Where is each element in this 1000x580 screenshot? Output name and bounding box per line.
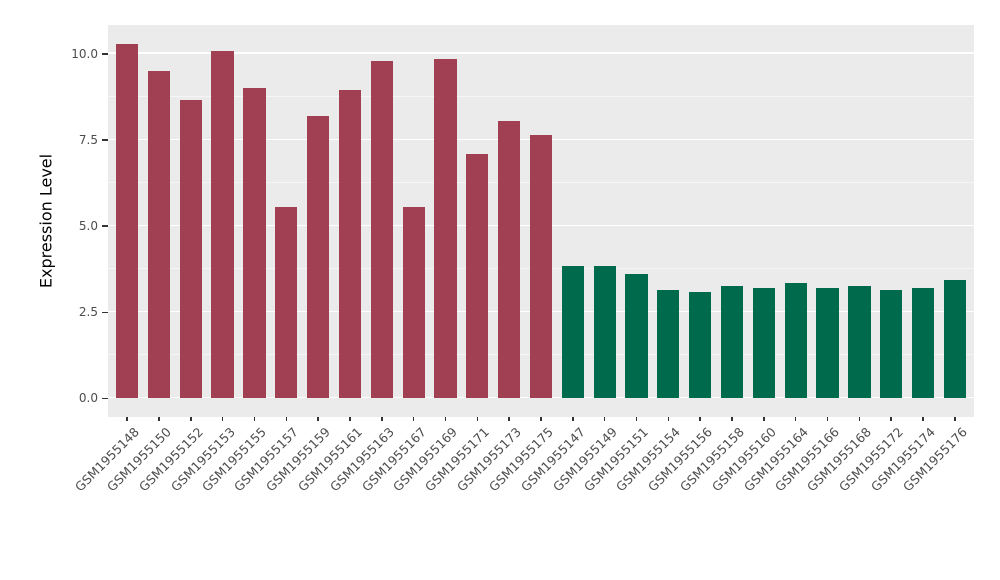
bar — [720, 286, 744, 399]
bar — [115, 43, 139, 399]
bar — [752, 288, 775, 399]
x-tick-mark — [253, 417, 256, 421]
y-tick-mark — [102, 397, 108, 400]
bar — [402, 207, 425, 399]
x-tick-mark — [412, 417, 415, 421]
gridline-major — [108, 52, 974, 54]
bar — [498, 121, 521, 399]
bar — [880, 289, 903, 399]
x-tick-mark — [285, 417, 288, 421]
x-tick-mark — [126, 417, 128, 421]
bar — [147, 71, 171, 399]
x-tick-mark — [381, 417, 383, 421]
bar — [625, 274, 648, 399]
bar — [306, 115, 330, 399]
x-tick-mark — [826, 417, 829, 421]
x-tick-mark — [699, 417, 701, 421]
x-tick-mark — [954, 417, 956, 421]
y-tick-label: 7.5 — [78, 133, 98, 148]
x-tick-mark — [221, 417, 224, 421]
bar — [275, 207, 298, 399]
x-tick-mark — [508, 417, 510, 421]
x-tick-mark — [922, 417, 924, 421]
bar — [243, 88, 266, 399]
x-tick-mark — [444, 417, 447, 421]
bar — [689, 291, 712, 399]
y-axis-title: Expression Level — [36, 153, 56, 289]
x-tick-mark — [763, 417, 765, 421]
x-tick-mark — [572, 417, 574, 421]
bar — [943, 279, 967, 399]
x-tick-mark — [794, 417, 797, 421]
y-tick-mark — [102, 53, 108, 55]
x-tick-mark — [603, 417, 606, 421]
bar — [338, 90, 362, 399]
x-tick-mark — [349, 417, 351, 421]
x-tick-mark — [635, 417, 638, 421]
bar — [466, 153, 489, 399]
y-tick-mark — [102, 225, 108, 227]
y-tick-label: 0.0 — [78, 391, 98, 406]
x-tick-mark — [731, 417, 733, 421]
x-tick-mark — [890, 417, 892, 421]
gridline-minor — [108, 96, 974, 97]
y-tick-mark — [102, 139, 108, 141]
bar — [784, 283, 807, 399]
bar — [816, 288, 839, 399]
x-tick-mark — [667, 417, 670, 421]
x-tick-mark — [158, 417, 160, 421]
y-tick-label: 5.0 — [78, 219, 98, 234]
plot-panel — [108, 25, 974, 417]
x-tick-mark — [540, 417, 542, 421]
x-tick-mark — [476, 417, 479, 421]
x-tick-mark — [190, 417, 192, 421]
y-tick-label: 10.0 — [71, 46, 98, 61]
bar — [529, 134, 553, 399]
x-tick-mark — [317, 417, 319, 421]
bar — [561, 265, 584, 399]
bar — [657, 289, 680, 399]
y-tick-mark — [102, 311, 108, 314]
bar — [911, 288, 935, 399]
x-tick-mark — [858, 417, 861, 421]
bar — [434, 59, 457, 399]
bar — [370, 60, 393, 399]
bar — [593, 265, 616, 399]
y-tick-label: 2.5 — [78, 305, 98, 320]
bar — [848, 286, 871, 399]
bar — [211, 50, 234, 399]
bar — [179, 100, 202, 399]
